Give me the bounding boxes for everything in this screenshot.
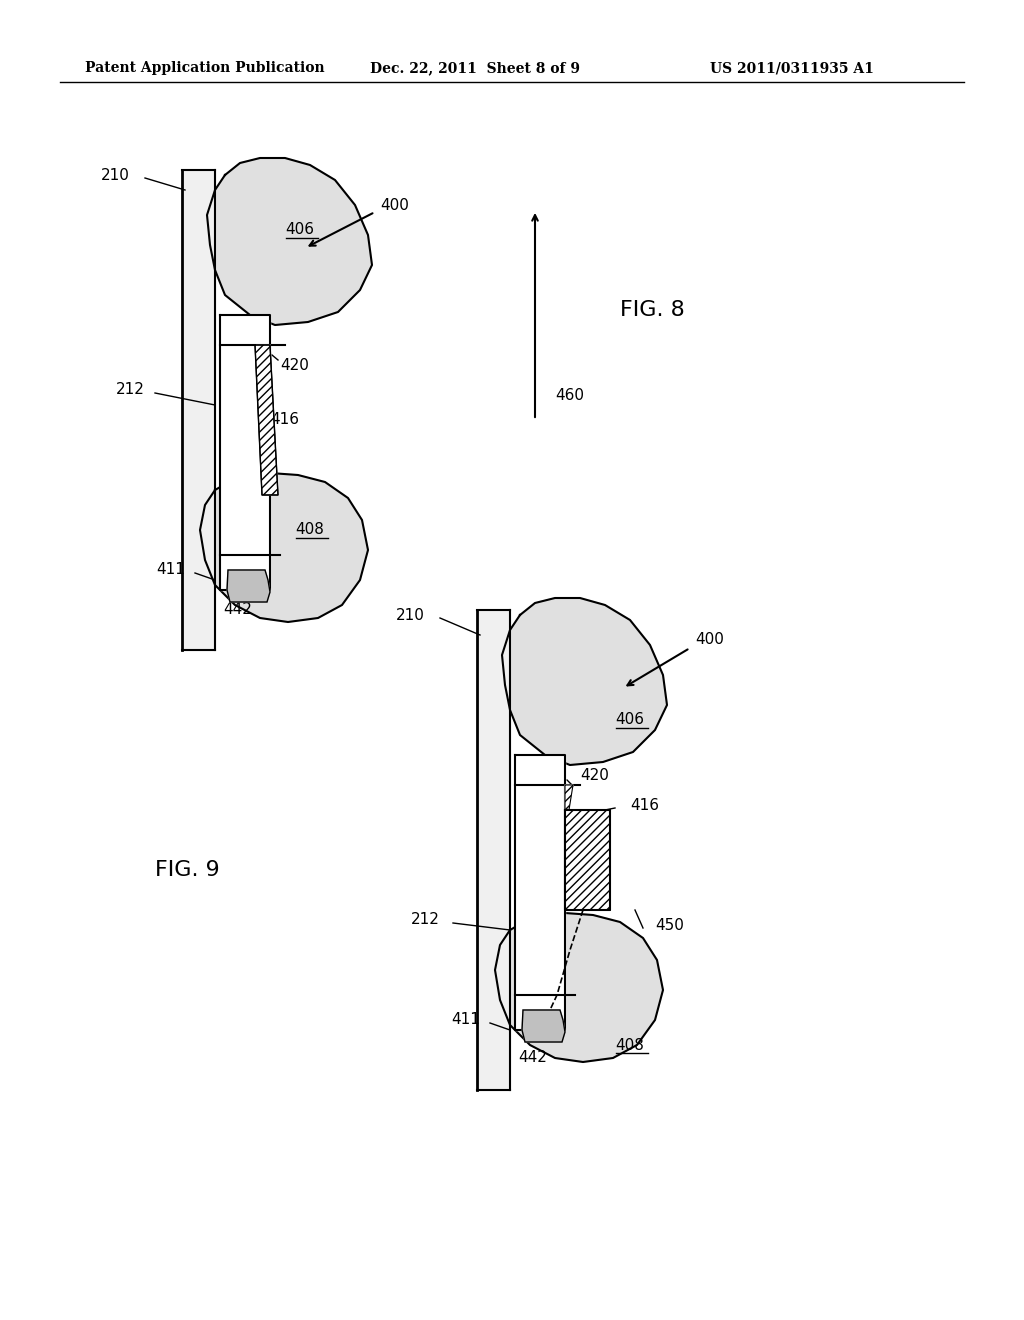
Polygon shape (495, 913, 663, 1063)
Text: 442: 442 (223, 602, 253, 618)
Polygon shape (220, 315, 270, 590)
Text: 416: 416 (630, 797, 659, 813)
Text: 442: 442 (518, 1051, 548, 1065)
Text: 411: 411 (452, 1012, 480, 1027)
Text: 408: 408 (615, 1038, 644, 1052)
Text: 406: 406 (615, 713, 644, 727)
Polygon shape (477, 610, 510, 1090)
Text: 420: 420 (280, 358, 309, 372)
Text: 210: 210 (396, 607, 425, 623)
Text: 212: 212 (116, 383, 145, 397)
Text: 400: 400 (380, 198, 409, 213)
Polygon shape (207, 158, 372, 325)
Polygon shape (182, 170, 215, 649)
Polygon shape (502, 598, 667, 766)
Text: 406: 406 (286, 223, 314, 238)
Text: 408: 408 (296, 523, 325, 537)
Text: 420: 420 (580, 767, 609, 783)
Polygon shape (522, 1010, 565, 1041)
Text: 416: 416 (270, 412, 299, 428)
Text: 450: 450 (655, 917, 684, 932)
Polygon shape (255, 345, 278, 495)
Polygon shape (522, 1010, 565, 1041)
Text: 212: 212 (411, 912, 440, 928)
Polygon shape (200, 473, 368, 622)
Text: 210: 210 (101, 168, 130, 182)
Polygon shape (227, 570, 270, 602)
Text: Dec. 22, 2011  Sheet 8 of 9: Dec. 22, 2011 Sheet 8 of 9 (370, 61, 580, 75)
Text: Patent Application Publication: Patent Application Publication (85, 61, 325, 75)
Polygon shape (515, 755, 565, 1030)
Polygon shape (565, 785, 573, 810)
Polygon shape (227, 570, 270, 602)
Text: FIG. 9: FIG. 9 (155, 861, 220, 880)
Polygon shape (565, 810, 610, 909)
Polygon shape (565, 785, 573, 810)
Text: 400: 400 (695, 632, 724, 648)
Text: US 2011/0311935 A1: US 2011/0311935 A1 (710, 61, 873, 75)
Text: 460: 460 (555, 388, 584, 403)
Text: 411: 411 (156, 562, 185, 578)
Polygon shape (255, 345, 278, 495)
Text: FIG. 8: FIG. 8 (620, 300, 685, 319)
